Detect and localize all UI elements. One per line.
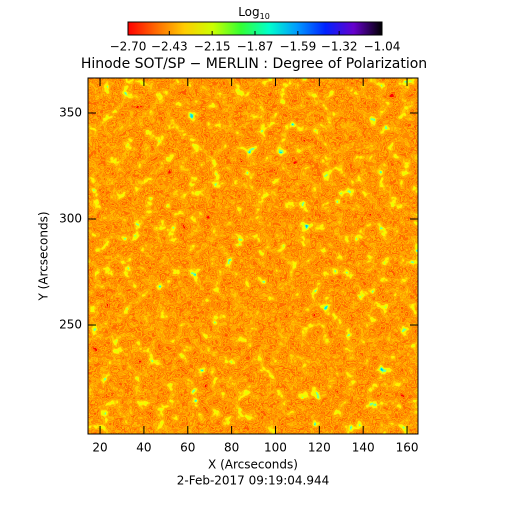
colorbar [128, 22, 382, 35]
colorbar-tick-label: −1.59 [279, 40, 316, 54]
x-tick-label: 80 [224, 441, 239, 455]
x-tick-label: 140 [352, 441, 375, 455]
colorbar-tick-label: −1.32 [321, 40, 358, 54]
chart-title: Hinode SOT/SP − MERLIN : Degree of Polar… [81, 56, 427, 72]
y-tick-label: 300 [59, 212, 82, 226]
y-tick-label: 350 [59, 105, 82, 119]
x-tick-label: 40 [136, 441, 151, 455]
x-axis-label: X (Arcseconds) [208, 458, 298, 472]
x-tick-label: 60 [180, 441, 195, 455]
y-axis-label: Y (Arcseconds) [37, 211, 51, 301]
colorbar-tick-label: −1.87 [237, 40, 274, 54]
colorbar-label: Log10 [238, 5, 270, 21]
x-tick-label: 120 [308, 441, 331, 455]
colorbar-tick-label: −2.43 [151, 40, 188, 54]
colorbar-tick-label: −2.70 [110, 40, 147, 54]
x-tick-label: 100 [264, 441, 287, 455]
plot-frame [87, 77, 419, 435]
x-tick-label: 20 [92, 441, 107, 455]
footer-date: 2-Feb-2017 09:19:04.944 [177, 474, 330, 488]
colorbar-tick-label: −1.04 [364, 40, 401, 54]
y-tick-label: 250 [59, 318, 82, 332]
heatmap-image [88, 78, 418, 434]
x-tick-label: 160 [396, 441, 419, 455]
colorbar-tick-label: −2.15 [194, 40, 231, 54]
